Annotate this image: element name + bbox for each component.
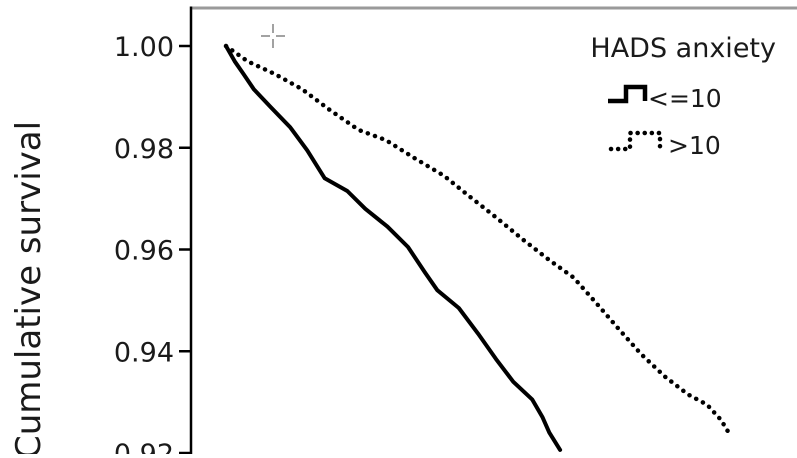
plot-frame (189, 6, 797, 454)
y-tick-label: 0.96 (114, 236, 174, 267)
legend-label-dotted: >10 (668, 131, 721, 160)
series-layer (223, 43, 733, 452)
legend-title: HADS anxiety (590, 33, 776, 64)
y-axis: 1.00 0.98 0.96 0.94 0.92 Cumulative survival (9, 32, 191, 458)
y-tick-label: 0.94 (114, 337, 174, 368)
legend: HADS anxiety <=10 >10 (590, 33, 776, 160)
y-tick-label: 0.98 (114, 134, 174, 165)
series-line-solid (224, 44, 563, 452)
legend-swatch-dotted (608, 130, 663, 152)
legend-label-solid: <=10 (648, 84, 722, 113)
y-tick-label: 0.92 (114, 439, 174, 454)
series-line-dotted (223, 43, 733, 438)
crosshair-cursor-icon (261, 24, 285, 48)
y-axis-title: Cumulative survival (9, 121, 49, 454)
legend-swatch-solid (608, 84, 648, 104)
y-tick-label: 1.00 (114, 32, 174, 63)
